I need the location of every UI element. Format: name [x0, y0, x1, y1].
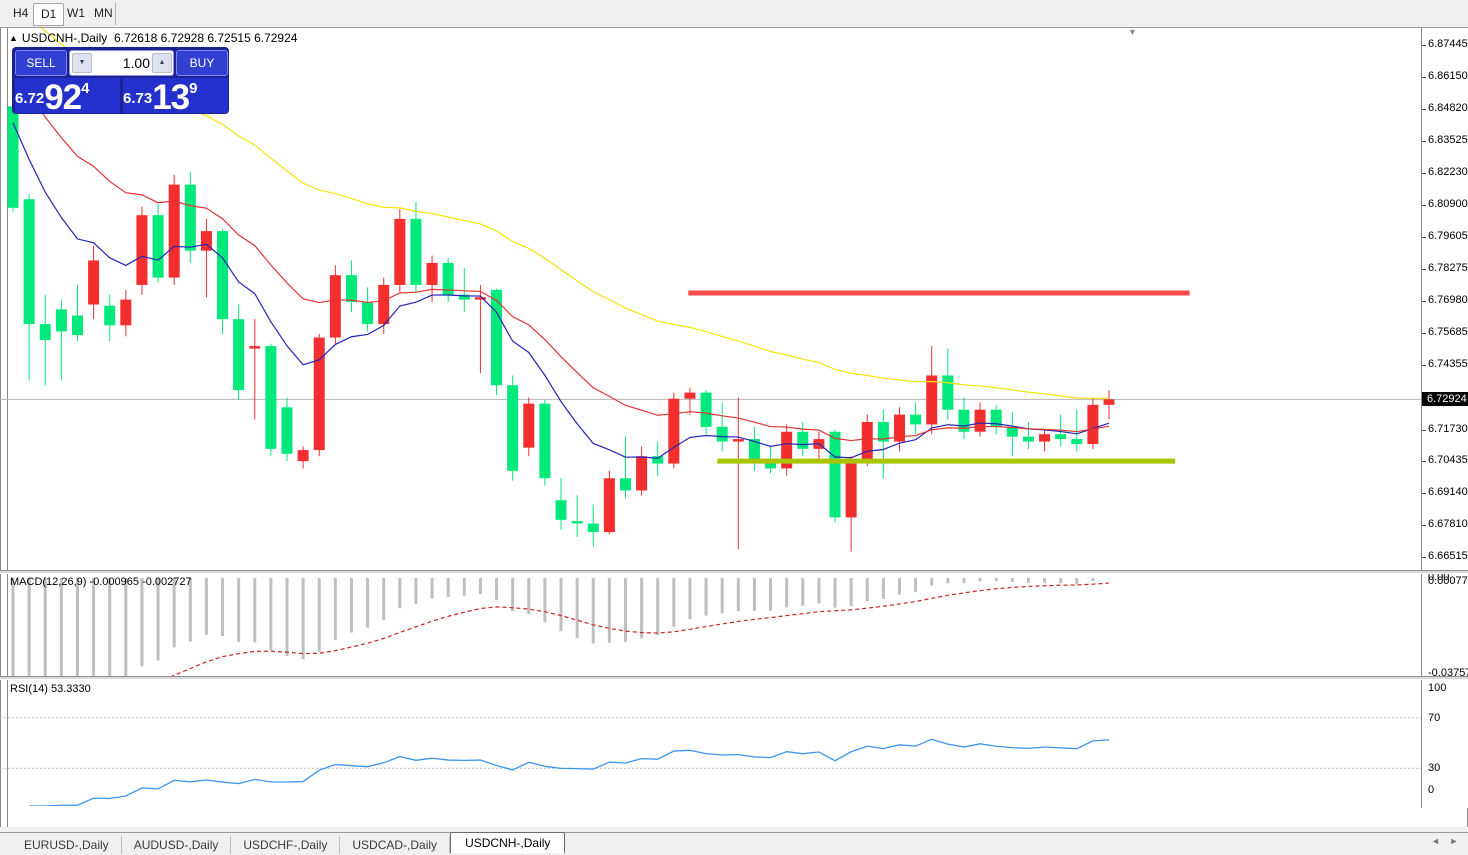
price-axis-tick [1422, 461, 1426, 463]
chart-tab-usdcaddaily[interactable]: USDCAD-,Daily [340, 835, 451, 854]
volume-control: ▼ ▲ [69, 50, 174, 76]
price-axis-tick [1422, 332, 1426, 334]
price-axis-label: 6.70435 [1428, 454, 1468, 467]
price-axis-tick [1422, 236, 1426, 238]
sell-price-big: 92 [44, 78, 82, 117]
chart-tab-bar: EURUSD-,Daily AUDUSD-,Daily USDCHF-,Daily U… [0, 832, 1468, 855]
price-axis-tick [1422, 172, 1426, 174]
price-axis-label: 6.74355 [1428, 358, 1468, 371]
price-axis-tick [1422, 45, 1426, 47]
rsi-label: RSI(14) 53.3330 [10, 683, 91, 695]
current-price-badge: 6.72924 [1422, 392, 1468, 407]
chart-tab-usdchfdaily[interactable]: USDCHF-,Daily [231, 835, 341, 854]
buy-price-display[interactable]: 6.73139 [123, 78, 228, 117]
tab-scroll-left-icon[interactable]: ◄ [1431, 836, 1440, 846]
price-axis-label: 6.82230 [1428, 165, 1468, 178]
price-axis-label: 6.75685 [1428, 325, 1468, 338]
rsi-pane[interactable] [0, 680, 1421, 806]
one-click-trade-panel: SELL ▼ ▲ BUY 6.72924 6.73139 [12, 47, 229, 117]
timeframe-tab-d1[interactable]: D1 [33, 3, 65, 26]
sell-button[interactable]: SELL [15, 50, 67, 76]
volume-decrease-button[interactable]: ▼ [72, 53, 92, 73]
price-axis-tick [1422, 525, 1426, 527]
pane-splitter-rsi[interactable] [0, 676, 1468, 680]
timeframe-toolbar: H4 D1 W1 MN [0, 0, 1468, 28]
price-axis-tick [1422, 301, 1426, 303]
price-axis-label: 6.86150 [1428, 69, 1468, 82]
price-axis-tick [1422, 492, 1426, 494]
tab-scroll-right-icon[interactable]: ► [1449, 836, 1459, 846]
price-axis-tick [1422, 76, 1426, 78]
toolbar-separator [115, 2, 116, 25]
price-axis-tick [1422, 557, 1426, 559]
price-axis-label: 6.87445 [1428, 38, 1468, 51]
chart-window[interactable] [0, 27, 1468, 827]
timeframe-tab-w1[interactable]: W1 [67, 6, 85, 20]
volume-input[interactable] [92, 52, 152, 73]
rsi-axis-label: 0 [1428, 784, 1435, 796]
chart-ohlc-values: 6.72618 6.72928 6.72515 6.72924 [113, 31, 298, 45]
price-axis-label: 6.76980 [1428, 294, 1468, 307]
pane-splitter-macd[interactable] [0, 570, 1468, 574]
sell-price-sup: 4 [81, 80, 90, 97]
price-axis-tick [1422, 429, 1426, 431]
buy-price-small: 6.73 [123, 90, 153, 107]
timeframe-tab-mn[interactable]: MN [94, 6, 113, 20]
sell-price-display[interactable]: 6.72924 [15, 78, 120, 117]
price-axis-label: 6.67810 [1428, 518, 1468, 531]
price-axis-tick [1422, 205, 1426, 207]
price-axis-label: 6.66515 [1428, 550, 1468, 563]
macd-label: MACD(12,26,9) -0.000965 -0.002727 [10, 576, 192, 588]
collapse-arrow-icon[interactable]: ▲ [9, 33, 18, 43]
price-axis-label: 6.69140 [1428, 485, 1468, 498]
price-axis-label: 6.71730 [1428, 422, 1468, 435]
chart-symbol-label: USDCNH-,Daily [21, 31, 108, 45]
tab-scroll-buttons: ◄ ► [1427, 836, 1462, 846]
price-axis-tick [1422, 109, 1426, 111]
buy-price-sup: 9 [189, 80, 198, 97]
macd-pane[interactable] [0, 573, 1421, 676]
sell-price-small: 6.72 [15, 90, 45, 107]
price-axis-label: 6.80900 [1428, 198, 1468, 211]
chart-tab-usdcnhdaily[interactable]: USDCNH-,Daily [450, 832, 566, 853]
price-axis-tick [1422, 140, 1426, 142]
price-axis-tick [1422, 365, 1426, 367]
price-axis-label: 6.78275 [1428, 262, 1468, 275]
macd-axis-top-label: 0.000779 [1428, 574, 1468, 587]
price-axis-tick [1422, 269, 1426, 271]
chart-tab-audusddaily[interactable]: AUDUSD-,Daily [122, 835, 232, 854]
price-axis-label: 6.84820 [1428, 102, 1468, 115]
buy-button[interactable]: BUY [176, 50, 228, 76]
price-chart-pane[interactable] [0, 28, 1421, 570]
price-axis-label: 6.83525 [1428, 133, 1468, 146]
price-axis-label: 6.79605 [1428, 229, 1468, 242]
buy-price-big: 13 [152, 78, 190, 117]
price-axis[interactable]: 6.87445 6.86150 6.84820 6.83525 6.82230 6.809… [1421, 27, 1468, 808]
timeframe-tab-h4[interactable]: H4 [13, 6, 29, 20]
window-left-inner-border [7, 27, 8, 827]
rsi-axis-label: 70 [1428, 711, 1441, 724]
chart-shift-marker-icon[interactable]: ▼ [1128, 27, 1137, 37]
window-left-border [0, 27, 1, 827]
volume-increase-button[interactable]: ▲ [152, 53, 172, 73]
chart-tab-eurusddaily[interactable]: EURUSD-,Daily [12, 835, 122, 854]
chart-title: ▲ USDCNH-,Daily 6.72618 6.72928 6.72515 6… [9, 31, 297, 45]
rsi-axis-label: 100 [1428, 682, 1447, 694]
rsi-axis-label: 30 [1428, 762, 1441, 775]
